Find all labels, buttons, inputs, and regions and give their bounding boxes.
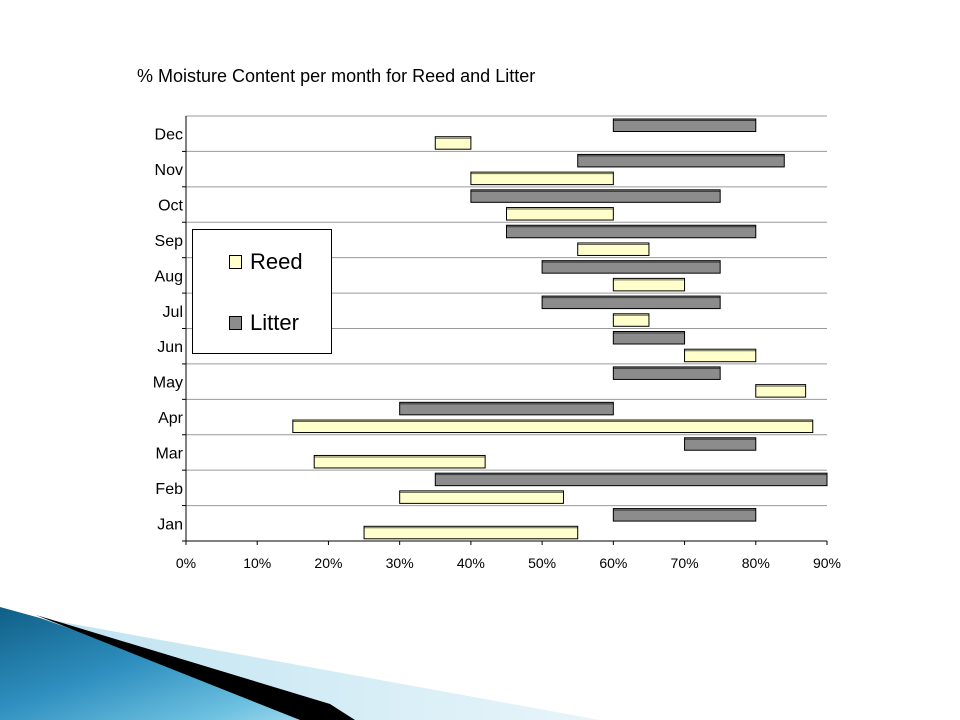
chart-legend: Reed Litter [192,229,332,354]
y-tick-label: Jan [157,516,183,533]
bar-reed [612,277,686,292]
x-tick-label: 80% [742,555,770,571]
x-tick-label: 50% [528,555,556,571]
x-tick-label: 60% [599,555,627,571]
bar-reed [313,454,486,469]
legend-label-litter: Litter [250,310,299,335]
bar-litter [506,224,757,239]
bar-reed [577,242,650,256]
decor-light-band [40,618,600,720]
bar-reed [755,384,807,398]
bar-litter [434,472,828,487]
y-tick-label: Dec [155,127,183,144]
y-tick-label: Jul [163,304,183,321]
y-tick-label: Jun [157,339,183,356]
bar-reed [363,525,579,540]
y-tick-label: Sep [155,233,184,250]
legend-swatch-litter [229,316,242,330]
x-tick-label: 30% [386,555,414,571]
legend-item-reed: Reed [229,249,303,274]
bar-litter [612,331,686,345]
legend-item-litter: Litter [229,310,299,335]
bar-reed [292,419,814,434]
y-tick-label: Aug [155,268,183,285]
y-tick-label: Mar [155,445,183,462]
bar-litter [612,118,757,132]
legend-label-reed: Reed [250,249,303,274]
x-tick-label: 20% [314,555,342,571]
bar-litter [541,295,721,310]
bar-litter [612,366,721,380]
bar-litter [577,153,785,168]
bar-reed [434,136,472,150]
legend-swatch-reed [229,255,242,269]
bar-reed [684,348,757,363]
y-tick-label: Oct [158,198,183,215]
bar-reed [399,490,564,504]
bar-litter [541,260,721,274]
chart-title: % Moisture Content per month for Reed an… [137,66,536,86]
bar-litter [684,437,757,451]
bar-reed [470,171,614,186]
bar-litter [399,401,614,416]
decor-black-stripe [36,615,355,720]
x-tick-label: 90% [813,555,841,571]
x-tick-label: 10% [243,555,271,571]
x-tick-label: 0% [176,555,196,571]
y-tick-label: Apr [158,410,184,427]
bar-reed [506,207,614,221]
bar-litter [612,508,757,522]
y-tick-label: May [153,375,183,392]
bar-litter [470,189,721,203]
x-tick-label: 40% [457,555,485,571]
x-tick-label: 70% [671,555,699,571]
y-tick-label: Feb [155,481,183,498]
bar-reed [612,313,650,327]
y-tick-label: Nov [155,162,183,179]
